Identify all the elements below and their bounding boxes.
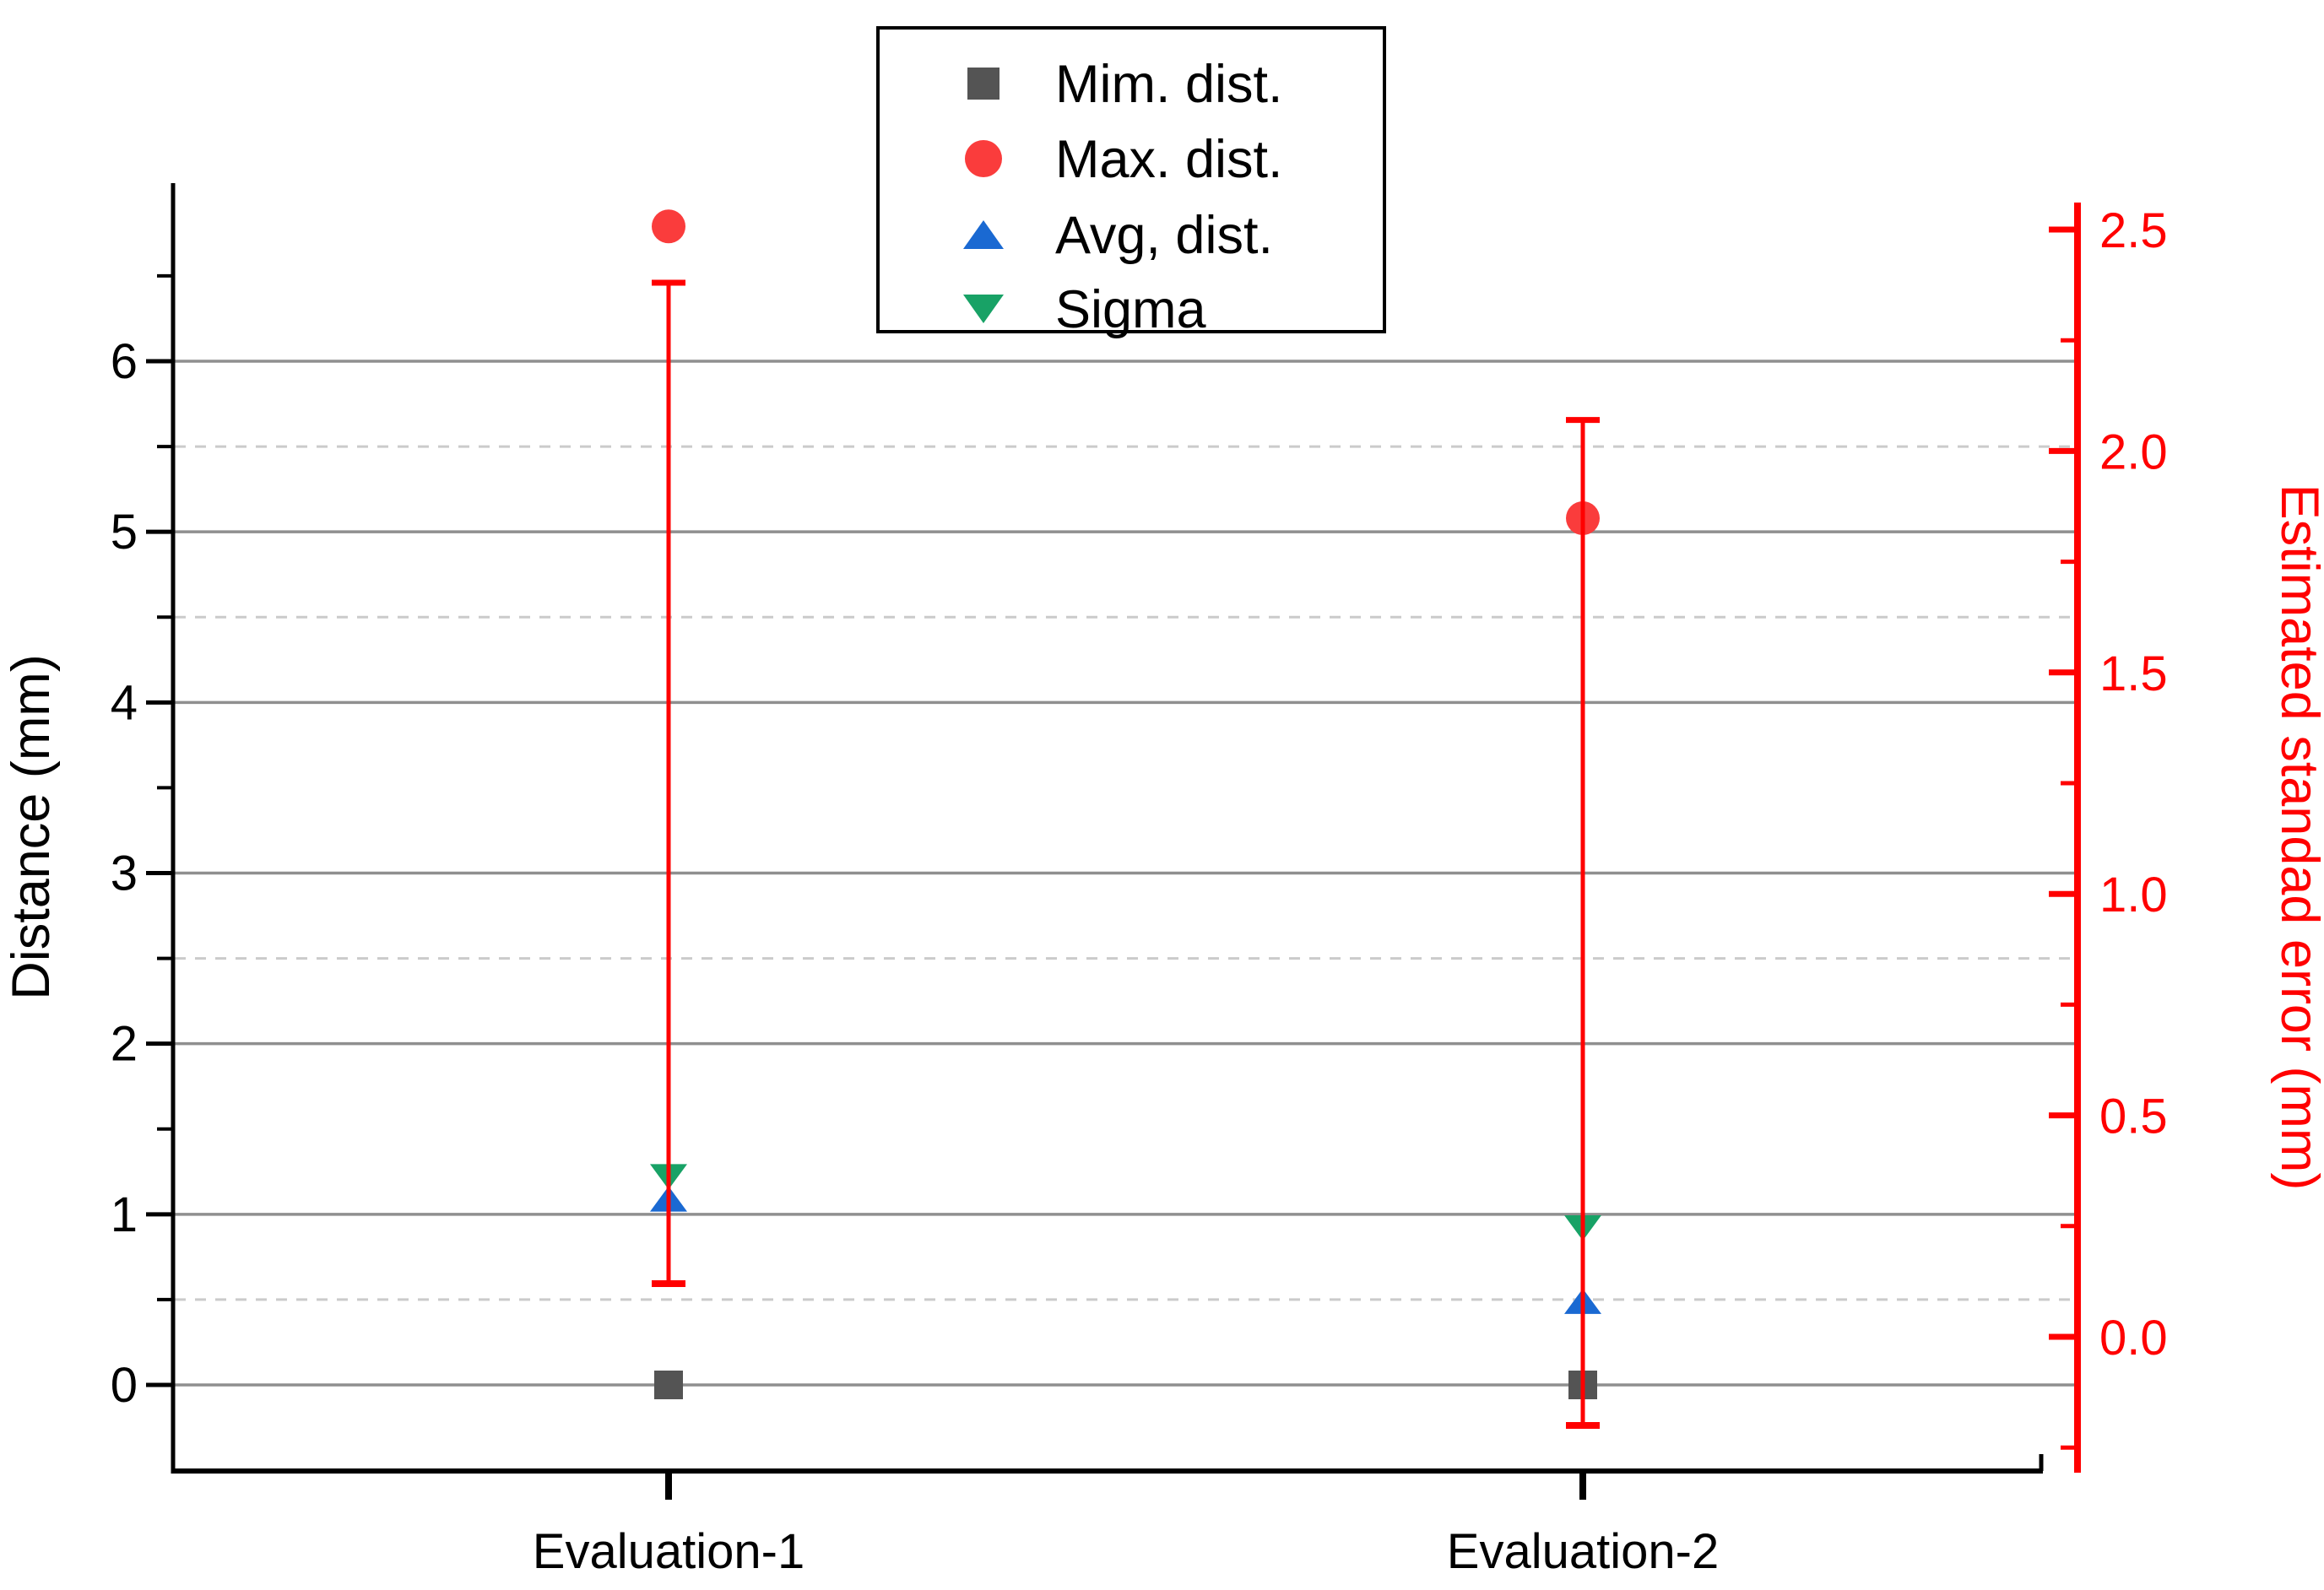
legend-entry-mim-dist: Mim. dist. — [967, 55, 1283, 114]
left-axis-title: Distance (mm) — [2, 654, 61, 1000]
right-axis-tick-label: 1.0 — [2099, 868, 2168, 922]
error-bar-evaluation-1 — [652, 279, 685, 1288]
left-axis-tick-label: 2 — [111, 1017, 138, 1072]
right-axis-tick-label: 2.5 — [2099, 203, 2168, 258]
axes: 0 1 2 3 4 5 6 Distance (mm) Evaluation-1 Evaluati… — [2, 183, 2324, 1579]
left-axis-tick-label: 0 — [111, 1358, 138, 1413]
triangle-up-legend-icon — [963, 220, 1004, 249]
right-axis-tick-label: 0.0 — [2099, 1311, 2168, 1366]
legend-label: Max. dist. — [1055, 130, 1283, 189]
right-axis-tick-label: 1.5 — [2099, 646, 2168, 701]
gridlines — [175, 360, 2075, 1387]
right-axis-tick-label: 0.5 — [2099, 1090, 2168, 1144]
left-axis-tick-label: 6 — [111, 334, 138, 389]
mim-dist-marker-evaluation-1 — [654, 1371, 683, 1399]
legend-entry-max-dist: Max. dist. — [965, 130, 1283, 189]
legend-entry-sigma: Sigma — [963, 280, 1207, 339]
x-axis-category-label: Evaluation-1 — [533, 1524, 804, 1579]
left-axis-tick-label: 4 — [111, 675, 138, 730]
error-bars — [652, 279, 1600, 1429]
right-axis-title: Estimated standad error (mm) — [2270, 484, 2324, 1191]
legend-box — [876, 26, 1386, 333]
series-markers — [650, 209, 1601, 1399]
left-axis-tick-label: 1 — [111, 1187, 138, 1242]
left-axis-tick-label: 5 — [111, 505, 138, 560]
right-axis-tick-label: 2.0 — [2099, 425, 2168, 479]
square-legend-icon — [967, 68, 999, 100]
triangle-down-legend-icon — [963, 295, 1004, 323]
legend-label: Sigma — [1055, 280, 1207, 339]
legend-entry-avg-dist: Avg, dist. — [963, 206, 1273, 265]
error-bar-evaluation-2 — [1566, 417, 1600, 1429]
circle-legend-icon — [965, 140, 1002, 177]
left-axis-tick-label: 3 — [111, 846, 138, 900]
legend-label: Mim. dist. — [1055, 55, 1283, 114]
legend-label: Avg, dist. — [1055, 206, 1273, 265]
x-axis-category-label: Evaluation-2 — [1447, 1524, 1719, 1579]
max-dist-marker-evaluation-1 — [652, 209, 685, 244]
legend: Mim. dist. Max. dist. Avg, dist. Sigma — [876, 26, 1386, 339]
